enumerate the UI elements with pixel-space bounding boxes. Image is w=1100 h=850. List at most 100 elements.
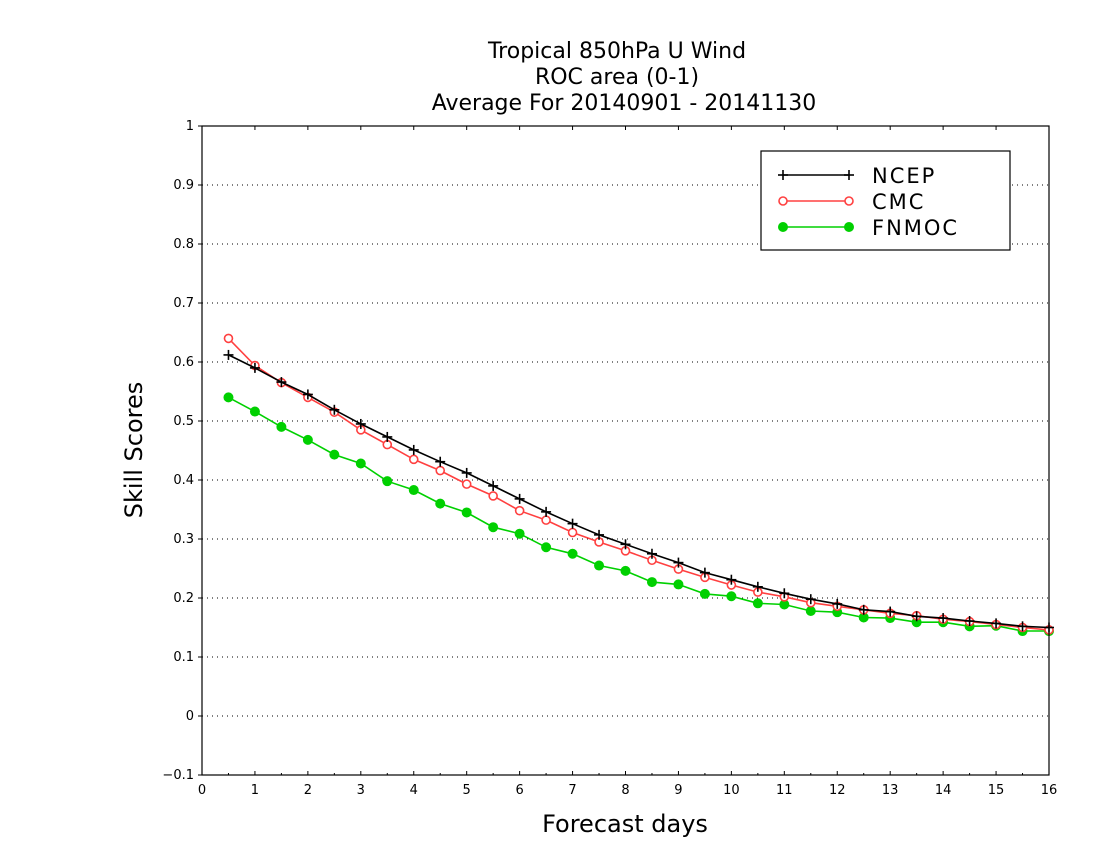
legend-marker-cmc [844,196,854,206]
data-point-fnmoc [541,542,552,553]
y-axis-label: Skill Scores [120,382,148,519]
data-point-ncep [355,418,366,429]
data-point-ncep [752,581,763,592]
data-point-fnmoc [673,579,684,590]
data-point-fnmoc [726,591,737,602]
legend-label-ncep: NCEP [872,164,936,188]
data-point-ncep [382,431,393,442]
y-tick-label: 0.6 [173,355,194,370]
y-tick-label: 0.5 [173,414,194,429]
data-point-ncep [1017,621,1028,632]
x-tick-label: 7 [568,783,576,798]
data-point-ncep [408,444,419,455]
legend-item-ncep: NCEP [778,164,936,188]
legend-item-fnmoc: FNMOC [778,216,957,240]
data-point-ncep [991,618,1002,629]
x-tick-label: 8 [621,783,629,798]
legend-item-cmc: CMC [778,190,923,214]
data-point-ncep [541,506,552,517]
series-line-ncep [228,354,1050,629]
data-point-fnmoc [435,498,446,509]
x-tick-label: 10 [723,783,740,798]
data-point-ncep [567,518,578,529]
data-point-fnmoc [752,598,763,609]
y-tick-label: 0.2 [173,591,194,606]
legend-marker-ncep [844,170,854,180]
data-point-ncep [911,611,922,622]
plot-area-frame [201,125,1050,776]
x-axis-label: Forecast days [542,810,708,838]
x-tick-label: 12 [829,783,846,798]
x-tick-label: 1 [251,783,259,798]
x-tick-label: 14 [935,783,952,798]
x-tick-label: 2 [304,783,312,798]
x-tick-label: 5 [463,783,471,798]
data-point-ncep [594,529,605,540]
data-point-fnmoc [488,522,499,533]
data-point-ncep [832,598,843,609]
chart-title-line-2: ROC area (0-1) [535,65,699,90]
data-point-ncep [779,588,790,599]
y-tick-label: 1 [186,119,194,134]
data-point-ncep [699,567,710,578]
data-point-fnmoc [805,605,816,616]
data-point-cmc [223,333,234,344]
data-point-fnmoc [620,565,631,576]
data-point-ncep [514,493,525,504]
data-point-fnmoc [514,528,525,539]
data-point-ncep [488,480,499,491]
data-point-cmc [488,491,498,501]
x-tick-label: 0 [198,783,206,798]
x-tick-label: 4 [410,783,418,798]
data-point-ncep [329,404,340,415]
x-tick-label: 3 [357,783,365,798]
y-tick-label: 0.4 [173,473,194,488]
data-point-fnmoc [223,392,234,403]
data-point-fnmoc [329,449,340,460]
data-point-fnmoc [382,476,393,487]
data-point-ncep [673,557,684,568]
x-tick-label: 11 [776,783,793,798]
series-line-cmc [227,337,1050,631]
legend-marker-fnmoc [844,222,854,232]
data-point-ncep [726,574,737,585]
data-point-ncep [620,539,631,550]
x-tick-label: 16 [1041,783,1058,798]
series-line-fnmoc [228,396,1049,632]
series-layer [223,333,1054,637]
x-tick-label: 15 [988,783,1005,798]
data-point-fnmoc [594,560,605,571]
data-point-fnmoc [276,421,287,432]
chart-title-line-3: Average For 20140901 - 20141130 [432,91,817,116]
data-point-ncep [964,616,975,627]
y-tick-label: 0.9 [173,178,194,193]
data-point-ncep [938,613,949,624]
data-point-ncep [249,362,260,373]
data-point-fnmoc [699,588,710,599]
y-tick-label: 0.7 [173,296,194,311]
y-tick-label: 0 [186,709,194,724]
chart-title-line-1: Tropical 850hPa U Wind [487,39,746,64]
series-fnmoc [223,392,1054,637]
data-point-cmc [408,454,419,465]
data-point-ncep [276,377,287,388]
series-cmc [223,333,1054,635]
data-point-cmc [541,515,551,525]
x-tick-label: 6 [515,783,523,798]
data-point-cmc [435,465,446,476]
y-tick-label: 0.8 [173,237,194,252]
data-point-ncep [223,349,234,360]
data-point-fnmoc [302,434,313,445]
data-point-cmc [461,479,472,489]
y-tick-label: 0.3 [173,532,194,547]
data-point-fnmoc [461,507,472,518]
y-tick-label: 0.1 [173,650,194,665]
data-point-ncep [858,604,869,615]
x-tick-label: 9 [674,783,682,798]
data-point-ncep [646,548,657,559]
data-point-ncep [302,389,313,400]
data-point-ncep [435,456,446,467]
data-point-fnmoc [249,406,260,417]
